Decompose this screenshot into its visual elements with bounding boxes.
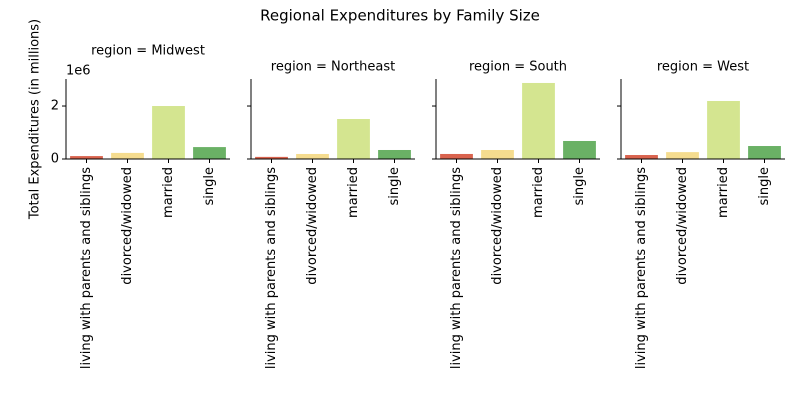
bar xyxy=(707,100,740,159)
bar xyxy=(296,153,329,159)
x-tick-label: married xyxy=(161,167,176,218)
x-tick-label: living with parents and siblings xyxy=(79,167,94,369)
y-axis-label: Total Expenditures (in millions) xyxy=(28,19,43,220)
y-tick-label: 2 xyxy=(51,99,59,114)
x-tick-label: divorced/widowed xyxy=(675,167,690,285)
bar xyxy=(625,155,658,159)
x-tick-label: single xyxy=(387,167,402,206)
bar xyxy=(378,149,411,159)
x-tick-label: married xyxy=(716,167,731,218)
bar xyxy=(748,146,781,159)
x-tick-label: divorced/widowed xyxy=(305,167,320,285)
facet-title: region = Midwest xyxy=(91,44,205,59)
x-tick-label: living with parents and siblings xyxy=(634,167,649,369)
facet-title: region = Northeast xyxy=(271,60,395,75)
x-tick-label: divorced/widowed xyxy=(120,167,135,285)
bar xyxy=(522,82,555,159)
x-tick-label: single xyxy=(572,167,587,206)
y-offset-label: 1e6 xyxy=(66,64,91,79)
x-tick-label: married xyxy=(346,167,361,218)
x-tick-label: living with parents and siblings xyxy=(449,167,464,369)
bar xyxy=(563,140,596,159)
bar xyxy=(70,156,103,159)
x-tick-label: living with parents and siblings xyxy=(264,167,279,369)
x-tick-label: married xyxy=(531,167,546,218)
facet-title: region = South xyxy=(469,60,567,75)
bar xyxy=(481,149,514,159)
bar xyxy=(666,152,699,159)
x-tick-label: single xyxy=(757,167,772,206)
facet-title: region = West xyxy=(657,60,749,75)
y-tick-label: 0 xyxy=(51,152,59,167)
x-tick-label: single xyxy=(202,167,217,206)
bar xyxy=(255,156,288,159)
bar xyxy=(440,153,473,159)
bar xyxy=(193,147,226,159)
figure-title: Regional Expenditures by Family Size xyxy=(260,7,540,25)
bar xyxy=(152,106,185,159)
x-tick-label: divorced/widowed xyxy=(490,167,505,285)
bar xyxy=(337,119,370,159)
bar xyxy=(111,152,144,159)
